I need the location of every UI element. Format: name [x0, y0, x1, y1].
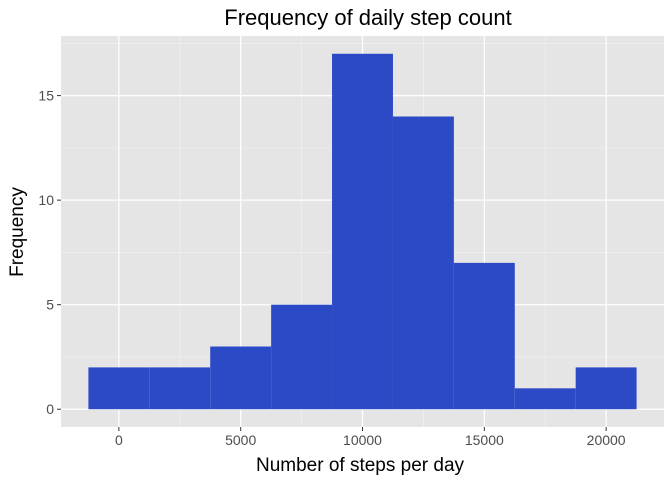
y-tick-label: 15: [38, 88, 54, 104]
histogram-bar: [271, 304, 333, 410]
histogram-bar: [392, 116, 454, 410]
y-axis-ticks: 0 5 10 15: [38, 88, 61, 417]
histogram-bar: [210, 346, 272, 410]
y-tick-label: 5: [46, 297, 54, 313]
x-tick-label: 5000: [225, 432, 256, 448]
histogram-bars: [88, 53, 637, 410]
x-axis-title: Number of steps per day: [256, 455, 465, 476]
chart-title: Frequency of daily step count: [224, 5, 511, 30]
histogram-bar: [88, 367, 150, 410]
histogram-bar: [149, 367, 211, 410]
x-tick-label: 15000: [465, 432, 504, 448]
x-tick-label: 0: [115, 432, 123, 448]
y-tick-label: 10: [38, 192, 54, 208]
x-tick-label: 10000: [343, 432, 382, 448]
y-axis-title: Frequency: [7, 187, 28, 277]
histogram-bar: [575, 367, 637, 410]
y-tick-label: 0: [46, 401, 54, 417]
histogram-bar: [453, 262, 515, 410]
histogram-bar: [514, 388, 576, 410]
x-axis-ticks: 0 5000 10000 15000 20000: [115, 427, 626, 448]
x-tick-label: 20000: [587, 432, 626, 448]
histogram-bar: [332, 53, 393, 410]
